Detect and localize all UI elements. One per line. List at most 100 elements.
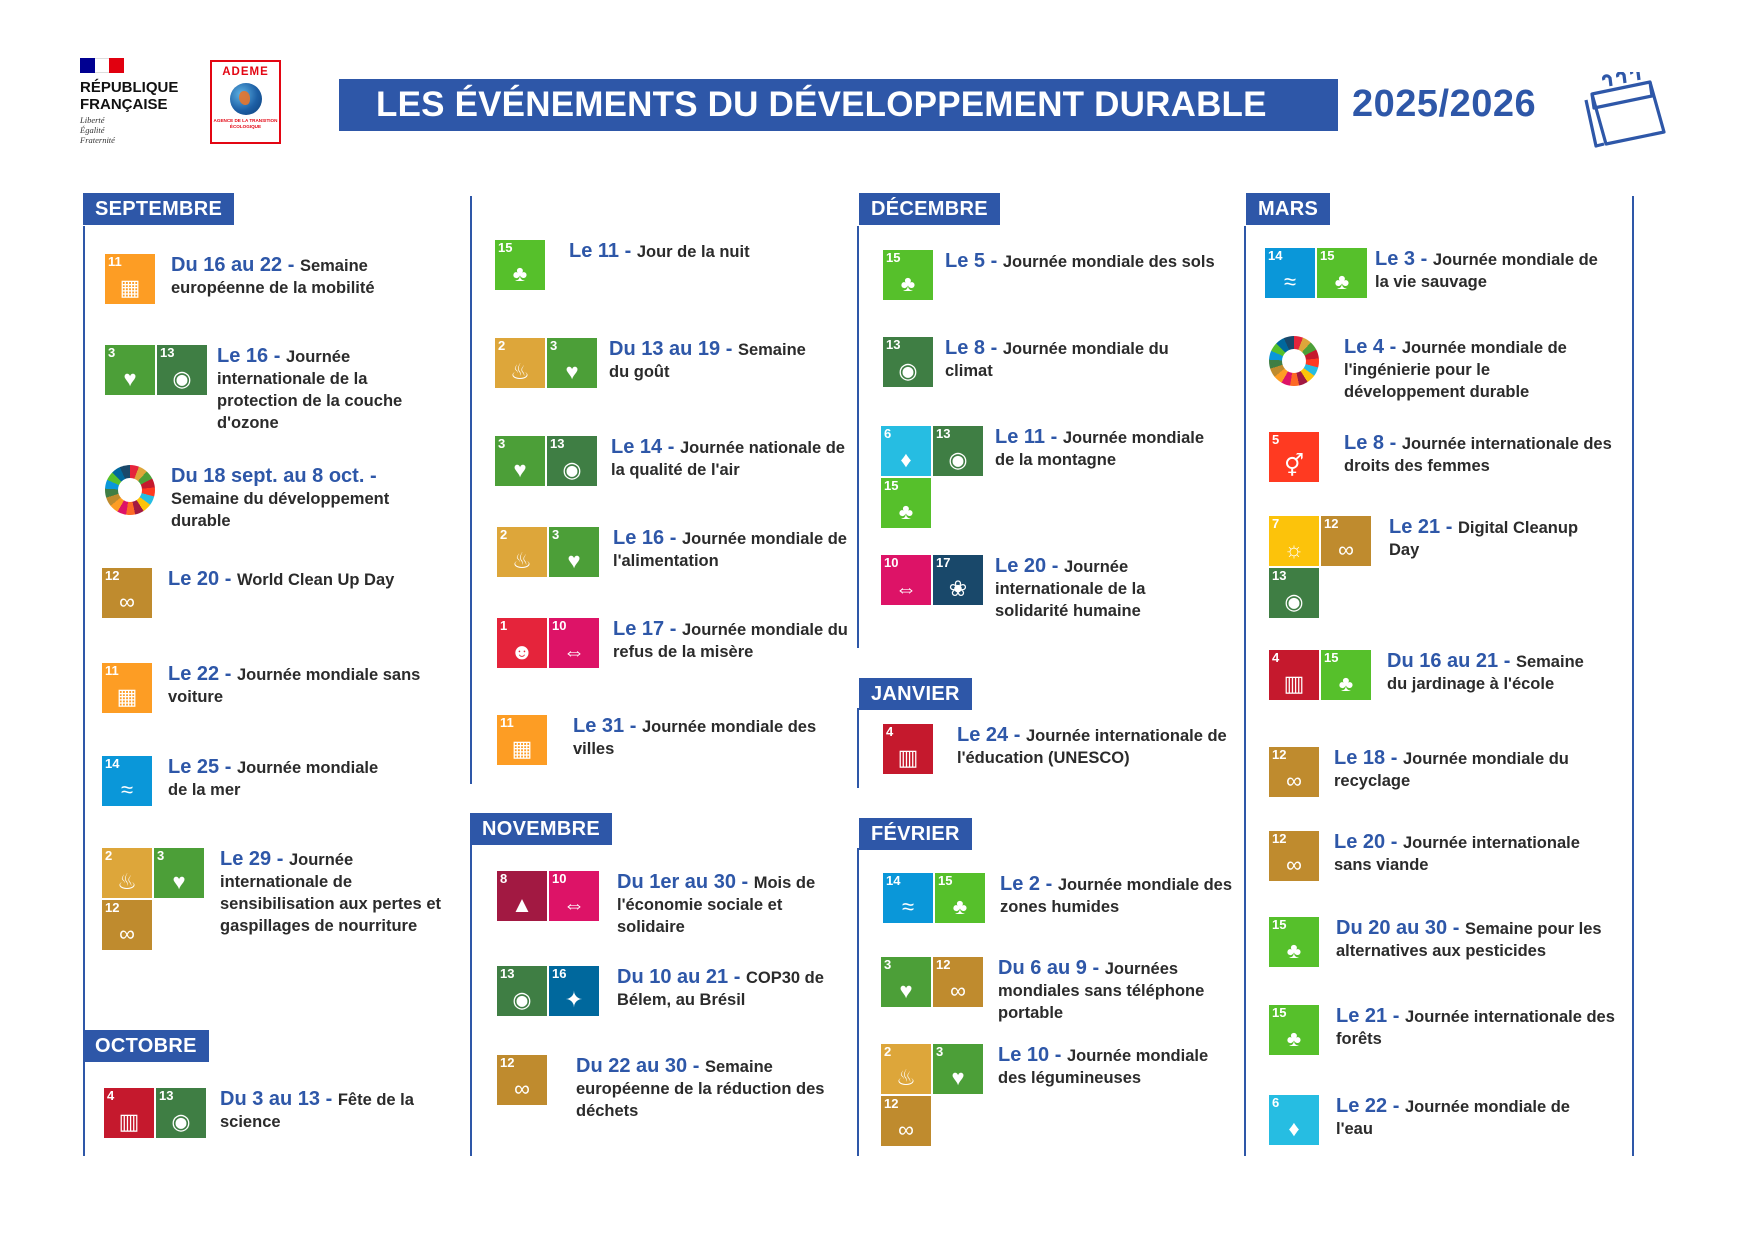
sdg-number: 12 [105, 900, 120, 915]
sdg-3-icon: 3 ♥ [105, 345, 155, 395]
sdg-number: 12 [105, 568, 120, 583]
sdg-15-icon: 15 ♣ [1269, 1005, 1319, 1055]
sdg-number: 15 [938, 873, 953, 888]
event-date: Du 16 au 22 [171, 254, 283, 276]
republique-francaise-logo: RÉPUBLIQUE FRANÇAISE Liberté Égalité Fra… [80, 58, 195, 145]
sdg-number: 17 [936, 555, 951, 570]
sdg-number: 1 [500, 618, 508, 633]
event-description: Semaine du jardinage à l'école [1387, 653, 1584, 693]
event-text: Du 1er au 30 - Mois de l'économie social… [617, 871, 832, 938]
event-description: COP30 de Bélem, au Brésil [617, 969, 824, 1009]
motto-fraternite: Fraternité [80, 135, 115, 145]
sdg-glyph: ∞ [514, 1076, 530, 1101]
event-description: Journée internationale de la protection … [217, 348, 403, 432]
sdg-glyph: ⇔ [563, 639, 585, 664]
event-date: Le 4 [1344, 336, 1385, 358]
sdg-glyph: ♥ [123, 366, 137, 391]
sdg-3-icon: 3 ♥ [495, 436, 545, 486]
sdg-number: 11 [108, 254, 122, 269]
sdg-glyph: ♦ [900, 447, 912, 472]
event-date: Du 10 au 21 [617, 966, 729, 988]
globe-icon [229, 83, 262, 115]
event-date: Le 17 [613, 618, 665, 640]
sdg-13-icon: 13 ◉ [547, 436, 597, 486]
sdg-glyph: ⇔ [895, 576, 917, 601]
event-date: Le 21 [1336, 1005, 1388, 1027]
motto-liberte: Liberté [80, 115, 105, 125]
event-text: Du 3 au 13 - Fête de la science [220, 1088, 430, 1133]
sdg-glyph: ≈ [1283, 269, 1297, 294]
column-divider [857, 226, 859, 648]
event-text: Le 31 - Journée mondiale des villes [573, 715, 833, 760]
sdg-glyph: ♨ [510, 359, 530, 384]
event-text: Le 5 - Journée mondiale des sols [945, 250, 1245, 273]
sdg-glyph: ♣ [1338, 671, 1354, 696]
event-text: Le 29 - Journée internationale de sensib… [220, 848, 450, 937]
sdg-glyph: ♥ [172, 869, 186, 894]
sdg-3-icon: 3 ♥ [549, 527, 599, 577]
sdg-glyph: ∞ [950, 978, 966, 1003]
event-date: Le 3 [1375, 248, 1416, 270]
sdg-number: 2 [105, 848, 113, 863]
event-date: Le 2 [1000, 873, 1041, 895]
sdg-12-icon: 12 ∞ [102, 900, 152, 950]
french-flag-icon [80, 58, 125, 73]
sdg-12-icon: 12 ∞ [1269, 831, 1319, 881]
sdg-2-icon: 2 ♨ [881, 1044, 931, 1094]
date-separator: - [687, 1055, 705, 1077]
sdg-7-icon: 7 ☼ [1269, 516, 1319, 566]
sdg-15-icon: 15 ♣ [881, 478, 931, 528]
sdg-11-icon: 11 ▦ [105, 254, 155, 304]
sdg-10-icon: 10 ⇔ [549, 618, 599, 668]
event-text: Du 16 au 22 - Semaine européenne de la m… [171, 254, 391, 299]
sdg-number: 13 [160, 345, 175, 360]
event-date: Le 11 [569, 240, 620, 262]
event-date: Le 18 [1334, 747, 1386, 769]
event-text: Du 22 au 30 - Semaine européenne de la r… [576, 1055, 836, 1122]
date-separator: - [1040, 873, 1058, 895]
sdg-13-icon: 13 ◉ [156, 1088, 206, 1138]
date-separator: - [624, 715, 642, 737]
sdg-13-icon: 13 ◉ [157, 345, 207, 395]
event-description: Journée mondiale des villes [573, 718, 817, 758]
date-separator: - [985, 250, 1003, 272]
event-description: Journée mondiale des sols [1002, 253, 1215, 271]
event-description: Journée mondiale de la montagne [995, 429, 1205, 469]
sdg-glyph: ♨ [896, 1065, 916, 1090]
sdg-wheel-icon [105, 465, 155, 515]
sdg-15-icon: 15 ♣ [1269, 917, 1319, 967]
sdg-16-icon: 16 ✦ [549, 966, 599, 1016]
date-separator: - [1049, 1044, 1067, 1066]
sdg-number: 13 [1272, 568, 1287, 583]
sdg-14-icon: 14 ≈ [883, 873, 933, 923]
event-date: Le 11 [995, 426, 1046, 448]
event-date: Du 22 au 30 [576, 1055, 688, 1077]
date-separator: - [735, 871, 754, 893]
event-description: Journée mondiale du recyclage [1334, 750, 1569, 790]
date-separator: - [1385, 747, 1403, 769]
sdg-15-icon: 15 ♣ [883, 250, 933, 300]
sdg-number: 3 [936, 1044, 944, 1059]
event-date: Le 21 [1389, 516, 1441, 538]
sdg-number: 12 [500, 1055, 515, 1070]
event-date: Le 8 [945, 337, 986, 359]
date-separator: - [1415, 248, 1433, 270]
sdg-number: 12 [884, 1096, 899, 1111]
event-text: Du 16 au 21 - Semaine du jardinage à l'é… [1387, 650, 1607, 695]
month-header-decembre: DÉCEMBRE [859, 193, 1000, 225]
sdg-4-icon: 4 ▥ [1269, 650, 1319, 700]
motto-egalite: Égalité [80, 125, 105, 135]
event-description: Journée mondiale de la vie sauvage [1375, 251, 1598, 291]
sdg-glyph: ▦ [511, 736, 533, 761]
sdg-number: 12 [1324, 516, 1339, 531]
event-date: Le 14 [611, 436, 663, 458]
event-text: Le 2 - Journée mondiale des zones humide… [1000, 873, 1240, 918]
sdg-glyph: ◉ [948, 447, 968, 472]
event-description: Journée mondiale de l'alimentation [613, 530, 847, 570]
event-date: Le 5 [945, 250, 986, 272]
sdg-number: 14 [105, 756, 120, 771]
sdg-number: 12 [1272, 747, 1287, 762]
motto: Liberté Égalité Fraternité [80, 115, 195, 145]
event-text: Le 21 - Journée internationale des forêt… [1336, 1005, 1616, 1050]
sdg-number: 3 [157, 848, 165, 863]
